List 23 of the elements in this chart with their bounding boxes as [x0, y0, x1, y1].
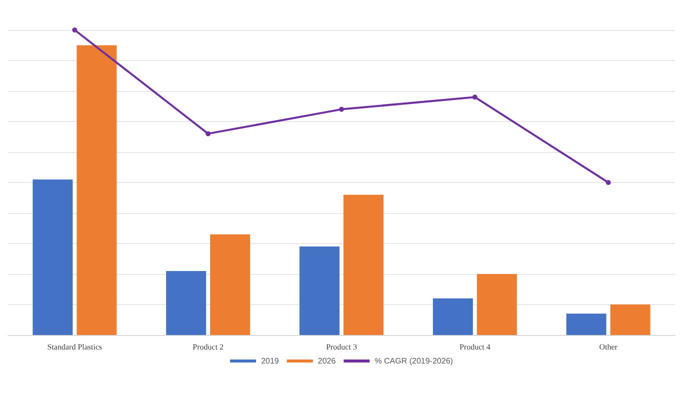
point — [72, 28, 78, 32]
legend-label: % CAGR (2019-2026) — [374, 356, 454, 366]
bar — [610, 304, 650, 335]
point — [606, 180, 611, 185]
point — [472, 94, 478, 100]
bar — [300, 246, 340, 335]
x-tick-label: Product 3 — [326, 342, 357, 352]
legend-label: 2026 — [318, 356, 336, 366]
point — [339, 106, 344, 112]
bar — [166, 270, 206, 335]
point — [206, 131, 211, 136]
bar — [432, 298, 473, 335]
bar — [210, 234, 250, 335]
bar — [476, 274, 517, 335]
bar — [344, 194, 384, 335]
bar — [566, 314, 606, 335]
x-tick-label: Standard Plastics — [47, 342, 102, 352]
legend-label: 2019 — [261, 356, 280, 366]
bar — [32, 179, 73, 335]
x-tick-label: Product 2 — [192, 342, 224, 352]
x-tick-label: Product 4 — [459, 342, 490, 352]
x-tick-label: Other — [599, 342, 618, 352]
bar — [76, 45, 117, 335]
